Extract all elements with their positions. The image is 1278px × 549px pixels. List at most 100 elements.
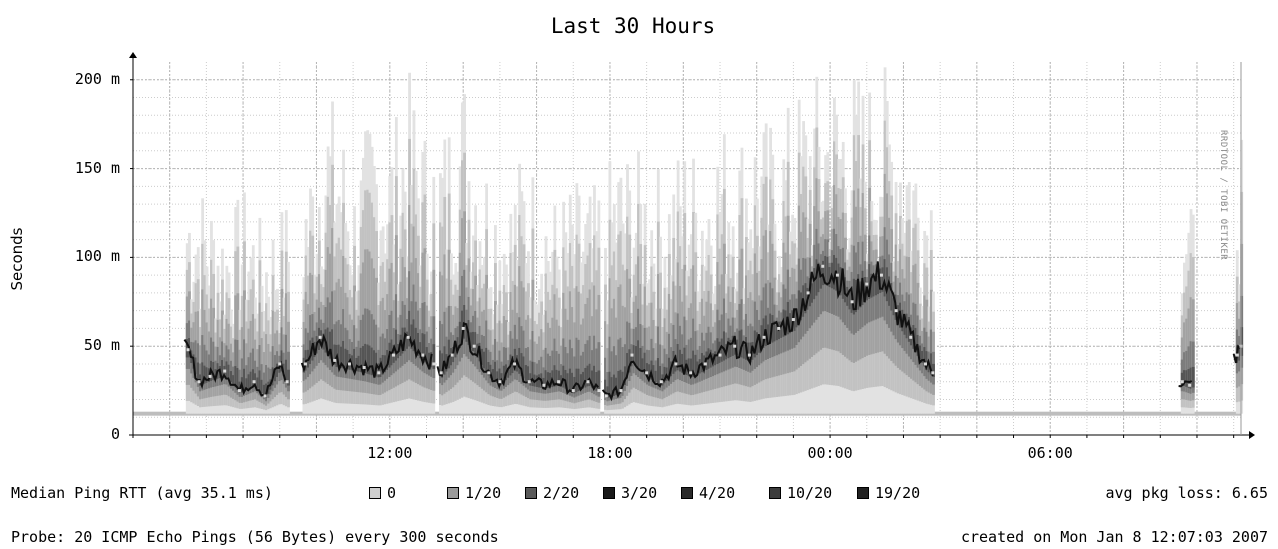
smoke-band bbox=[520, 353, 524, 377]
smoke-band bbox=[678, 349, 682, 372]
watermark: RRDTOOL / TOBI OETIKER bbox=[1218, 130, 1228, 261]
median-point bbox=[703, 362, 707, 366]
smoke-band bbox=[502, 365, 506, 383]
smoke-band bbox=[474, 332, 478, 355]
smoke-band bbox=[903, 314, 907, 335]
smoke-band bbox=[579, 374, 583, 390]
smoke-band bbox=[788, 313, 792, 334]
median-point bbox=[733, 344, 737, 348]
median-point bbox=[527, 380, 531, 384]
smoke-band bbox=[201, 362, 205, 385]
smoke-band bbox=[727, 337, 731, 359]
smoke-band bbox=[212, 362, 216, 381]
smoke-band bbox=[458, 321, 462, 349]
smoke-band bbox=[405, 331, 409, 349]
smoke-band bbox=[738, 330, 742, 357]
smoke-band bbox=[243, 368, 246, 392]
y-tick-label: 200 m bbox=[74, 69, 120, 88]
smoke-band bbox=[401, 327, 405, 354]
smoke-band bbox=[236, 339, 240, 395]
smoke-band bbox=[617, 339, 621, 399]
smoke-band bbox=[925, 351, 929, 370]
smoke-band bbox=[604, 379, 607, 397]
y-tick-label: 50 m bbox=[83, 336, 120, 355]
median-point bbox=[263, 394, 267, 398]
smoke-band bbox=[377, 363, 381, 378]
median-point bbox=[208, 374, 212, 378]
smoke-band bbox=[258, 345, 262, 396]
smoke-band bbox=[438, 350, 442, 376]
median-point bbox=[821, 264, 825, 268]
smoke-band bbox=[681, 353, 684, 373]
smoke-band bbox=[361, 346, 365, 373]
smoke-band bbox=[234, 366, 238, 388]
smoke-band bbox=[742, 344, 746, 359]
smoke-band bbox=[828, 267, 832, 288]
smoke-band bbox=[586, 365, 590, 387]
smoke-band bbox=[485, 347, 489, 372]
smoke-band bbox=[507, 367, 511, 378]
smoke-band bbox=[877, 275, 880, 295]
smoke-band bbox=[828, 262, 832, 313]
smoke-band bbox=[496, 371, 500, 383]
smoke-band bbox=[427, 352, 431, 366]
smoke-band bbox=[610, 351, 614, 401]
smoke-band bbox=[868, 264, 872, 299]
smoke-band bbox=[689, 358, 693, 378]
footer-created-text: created on Mon Jan 8 12:07:03 2007 bbox=[960, 528, 1268, 546]
legend-swatch bbox=[369, 487, 381, 499]
smoke-band bbox=[432, 344, 436, 369]
smoke-band bbox=[416, 333, 420, 356]
smoke-band bbox=[921, 350, 924, 363]
smoke-band bbox=[469, 332, 473, 349]
smoke-band bbox=[370, 347, 374, 376]
smoke-band bbox=[489, 364, 493, 379]
smoke-band bbox=[753, 330, 757, 358]
smoke-band bbox=[229, 371, 233, 383]
smoke-band bbox=[747, 342, 750, 361]
smoke-band bbox=[1240, 327, 1244, 356]
legend-median-label: Median Ping RTT (avg 35.1 ms) bbox=[11, 484, 273, 502]
smoke-band bbox=[454, 341, 458, 358]
smoke-band bbox=[595, 371, 599, 391]
legend-item: 0 bbox=[369, 484, 396, 502]
smoke-band bbox=[588, 363, 592, 387]
smoke-band bbox=[203, 365, 207, 384]
median-point bbox=[850, 300, 854, 304]
smoke-band bbox=[615, 355, 618, 400]
smoke-band bbox=[522, 356, 526, 379]
legend-item: 10/20 bbox=[769, 484, 832, 502]
smoke-band bbox=[232, 375, 235, 385]
smoke-band bbox=[544, 370, 548, 389]
smoke-band bbox=[766, 324, 770, 345]
smoke-band bbox=[637, 340, 640, 368]
median-point bbox=[835, 273, 839, 277]
smoke-band bbox=[236, 368, 240, 390]
smoke-band bbox=[604, 357, 607, 401]
legend-item-label: 0 bbox=[387, 484, 397, 502]
legend-loss-label: avg pkg loss: 6.65 bbox=[1105, 484, 1268, 502]
smoke-band bbox=[333, 344, 337, 365]
smoke-band bbox=[562, 338, 566, 393]
median-line bbox=[300, 332, 433, 378]
smoke-band bbox=[447, 339, 451, 369]
smoke-band bbox=[284, 359, 288, 381]
median-point bbox=[604, 394, 608, 398]
smoke-band bbox=[590, 370, 594, 388]
smoke-band bbox=[410, 324, 414, 349]
median-point bbox=[777, 326, 781, 330]
smoke-band bbox=[542, 377, 546, 389]
smoke-band bbox=[302, 357, 306, 373]
legend-item: 3/20 bbox=[603, 484, 657, 502]
median-point bbox=[865, 282, 869, 286]
smoke-band bbox=[718, 341, 722, 363]
smoke-band bbox=[777, 321, 781, 340]
smoke-band bbox=[1189, 341, 1193, 394]
smoke-band bbox=[487, 362, 491, 376]
smoke-band bbox=[694, 354, 698, 376]
median-point bbox=[542, 383, 546, 387]
smoke-band bbox=[423, 334, 427, 363]
smoke-band bbox=[582, 371, 585, 389]
smoke-band bbox=[822, 260, 825, 286]
smoke-band bbox=[623, 366, 627, 386]
